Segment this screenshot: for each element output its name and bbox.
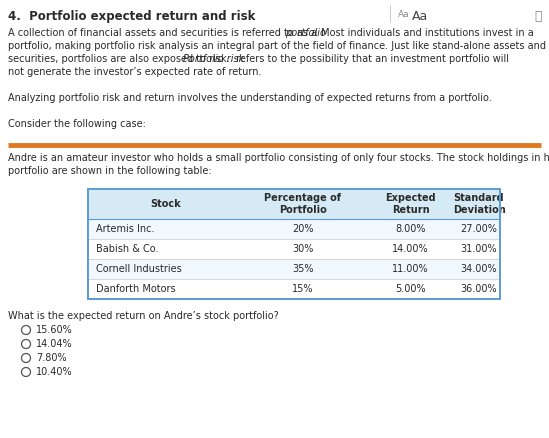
Text: 20%: 20% (292, 224, 313, 234)
Text: portfolio: portfolio (285, 28, 326, 38)
Text: 31.00%: 31.00% (461, 244, 497, 254)
Text: 27.00%: 27.00% (461, 224, 497, 234)
Text: Andre is an amateur investor who holds a small portfolio consisting of only four: Andre is an amateur investor who holds a… (8, 153, 549, 163)
Bar (88, 189, 500, 299)
Text: 36.00%: 36.00% (461, 284, 497, 294)
Text: Cornell Industries: Cornell Industries (96, 264, 182, 274)
Text: Standard
Deviation: Standard Deviation (452, 193, 506, 215)
Bar (88, 219, 500, 239)
Bar (88, 189, 500, 219)
Text: Analyzing portfolio risk and return involves the understanding of expected retur: Analyzing portfolio risk and return invo… (8, 93, 492, 103)
Text: 10.40%: 10.40% (36, 367, 72, 377)
Text: 30%: 30% (292, 244, 313, 254)
Text: Portfolio risk: Portfolio risk (183, 54, 244, 64)
Text: Danforth Motors: Danforth Motors (96, 284, 176, 294)
Text: Aa: Aa (398, 10, 410, 19)
Text: Aa: Aa (412, 10, 428, 23)
Text: 15%: 15% (292, 284, 313, 294)
Bar (88, 239, 500, 259)
Text: portfolio, making portfolio risk analysis an integral part of the field of finan: portfolio, making portfolio risk analysi… (8, 41, 546, 51)
Text: Stock: Stock (150, 199, 181, 209)
Text: 34.00%: 34.00% (461, 264, 497, 274)
Text: 35%: 35% (292, 264, 313, 274)
Text: Consider the following case:: Consider the following case: (8, 119, 146, 129)
Text: 7.80%: 7.80% (36, 353, 66, 363)
Text: Babish & Co.: Babish & Co. (96, 244, 159, 254)
Text: 4.  Portfolio expected return and risk: 4. Portfolio expected return and risk (8, 10, 255, 23)
Text: 15.60%: 15.60% (36, 325, 73, 335)
Text: 8.00%: 8.00% (395, 224, 426, 234)
Text: 14.04%: 14.04% (36, 339, 72, 349)
Text: 14.00%: 14.00% (392, 244, 429, 254)
Text: Percentage of
Portfolio: Percentage of Portfolio (265, 193, 341, 215)
Bar (88, 279, 500, 299)
Text: What is the expected return on Andre’s stock portfolio?: What is the expected return on Andre’s s… (8, 311, 279, 321)
Text: Artemis Inc.: Artemis Inc. (96, 224, 154, 234)
Text: refers to the possibility that an investment portfolio will: refers to the possibility that an invest… (233, 54, 509, 64)
Text: . Most individuals and institutions invest in a: . Most individuals and institutions inve… (315, 28, 534, 38)
Text: A collection of financial assets and securities is referred to as a: A collection of financial assets and sec… (8, 28, 320, 38)
Text: not generate the investor’s expected rate of return.: not generate the investor’s expected rat… (8, 67, 261, 77)
Text: portfolio are shown in the following table:: portfolio are shown in the following tab… (8, 166, 211, 176)
Text: securities, portfolios are also exposed to risk.: securities, portfolios are also exposed … (8, 54, 233, 64)
Text: ⎙: ⎙ (534, 10, 542, 23)
Text: 11.00%: 11.00% (392, 264, 429, 274)
Text: 5.00%: 5.00% (395, 284, 426, 294)
Bar (88, 189, 500, 299)
Text: Expected
Return: Expected Return (385, 193, 436, 215)
Bar (88, 259, 500, 279)
